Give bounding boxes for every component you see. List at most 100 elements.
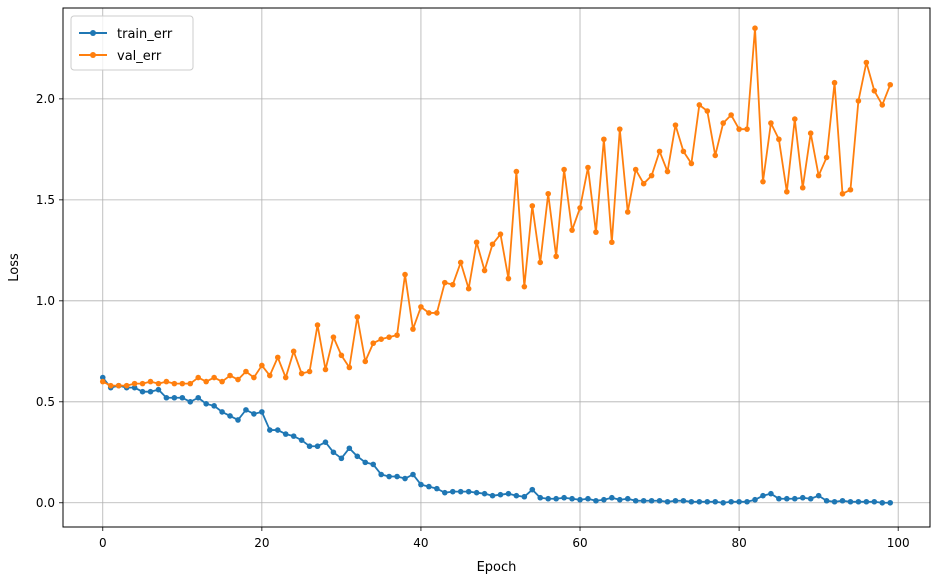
data-point-train-err	[99, 374, 106, 381]
data-point-val-err	[187, 380, 194, 387]
data-point-train-err	[402, 475, 408, 482]
data-point-val-err	[473, 239, 480, 246]
data-point-val-err	[688, 160, 695, 167]
data-point-train-err	[354, 453, 361, 460]
data-point-train-err	[807, 495, 814, 502]
data-point-train-err	[473, 489, 480, 496]
data-point-val-err	[561, 166, 567, 173]
data-point-train-err	[211, 403, 217, 409]
data-point-val-err	[553, 253, 559, 260]
data-point-train-err	[585, 495, 591, 502]
data-point-val-err	[322, 366, 329, 373]
data-point-train-err	[171, 394, 178, 401]
data-point-train-err	[251, 411, 257, 417]
data-point-val-err	[704, 108, 711, 114]
data-point-train-err	[481, 490, 488, 497]
data-point-train-err	[593, 497, 599, 504]
data-point-train-err	[887, 499, 894, 506]
data-point-val-err	[338, 352, 345, 359]
series-line-val-err	[102, 27, 892, 387]
data-point-val-err	[235, 376, 241, 383]
data-point-val-err	[823, 154, 830, 161]
data-point-val-err	[219, 378, 225, 385]
data-point-train-err	[410, 471, 416, 478]
data-point-train-err	[418, 481, 424, 488]
data-point-train-err	[553, 495, 559, 502]
data-point-train-err	[267, 427, 273, 433]
data-point-train-err	[282, 431, 289, 437]
data-point-val-err	[815, 172, 822, 179]
x-tick-label: 40	[413, 536, 428, 550]
data-point-val-err	[577, 205, 583, 211]
data-point-train-err	[569, 495, 575, 502]
data-point-train-err	[378, 471, 384, 478]
data-point-train-err	[306, 443, 313, 450]
data-point-train-err	[489, 492, 496, 499]
data-point-train-err	[187, 398, 194, 405]
data-point-train-err	[561, 494, 567, 501]
data-point-val-err	[744, 126, 750, 132]
data-point-val-err	[616, 126, 623, 132]
data-point-train-err	[259, 409, 265, 415]
data-point-val-err	[593, 229, 599, 235]
data-point-train-err	[736, 498, 742, 505]
legend-label-train-err: train_err	[117, 27, 173, 42]
data-point-val-err	[378, 336, 384, 342]
data-point-val-err	[569, 227, 575, 233]
data-point-train-err	[434, 485, 440, 492]
data-point-val-err	[712, 152, 719, 159]
data-point-train-err	[672, 497, 679, 504]
data-point-train-err	[680, 497, 687, 504]
data-point-train-err	[386, 473, 392, 480]
data-point-train-err	[394, 473, 400, 480]
legend-box	[70, 15, 194, 71]
data-point-val-err	[847, 186, 854, 193]
y-tick-label: 1.5	[36, 193, 55, 207]
data-point-val-err	[680, 148, 687, 155]
data-point-val-err	[139, 380, 146, 387]
data-point-val-err	[306, 368, 313, 375]
data-point-val-err	[656, 148, 663, 155]
data-point-train-err	[815, 492, 822, 499]
data-point-val-err	[457, 259, 464, 266]
data-point-train-err	[243, 407, 249, 413]
data-point-val-err	[879, 102, 886, 108]
data-point-val-err	[434, 310, 440, 316]
data-point-train-err	[545, 495, 552, 502]
data-point-train-err	[696, 498, 703, 505]
data-point-val-err	[211, 374, 217, 381]
data-point-train-err	[147, 388, 154, 395]
data-point-val-err	[163, 378, 170, 385]
data-point-val-err	[267, 372, 273, 379]
data-point-train-err	[314, 443, 321, 450]
data-point-train-err	[871, 498, 878, 505]
data-point-val-err	[664, 168, 671, 175]
data-point-val-err	[441, 279, 448, 286]
legend-marker-train-err	[90, 30, 96, 36]
plot-frame	[62, 7, 931, 528]
data-point-train-err	[704, 498, 711, 505]
data-point-val-err	[346, 364, 353, 371]
data-point-val-err	[99, 378, 106, 385]
x-tick-label: 80	[731, 536, 746, 550]
data-point-train-err	[616, 496, 623, 503]
data-point-train-err	[831, 498, 838, 505]
data-point-val-err	[887, 81, 894, 88]
data-point-train-err	[449, 488, 456, 495]
data-point-train-err	[457, 488, 464, 495]
data-point-train-err	[632, 497, 639, 504]
axis-ticks: 0 20 40 60 80 100 0.0 0.5 1.0 1.5 2.0	[36, 92, 910, 550]
data-point-val-err	[330, 334, 337, 340]
data-point-val-err	[179, 380, 186, 387]
data-point-train-err	[219, 409, 225, 415]
data-point-train-err	[720, 499, 726, 506]
data-point-val-err	[131, 380, 138, 387]
data-point-train-err	[203, 401, 209, 407]
data-point-val-err	[505, 275, 512, 282]
data-point-val-err	[720, 120, 726, 126]
data-point-val-err	[290, 348, 297, 355]
data-point-val-err	[203, 378, 209, 385]
data-point-val-err	[171, 380, 178, 387]
data-point-train-err	[728, 498, 734, 505]
data-point-val-err	[410, 326, 416, 332]
